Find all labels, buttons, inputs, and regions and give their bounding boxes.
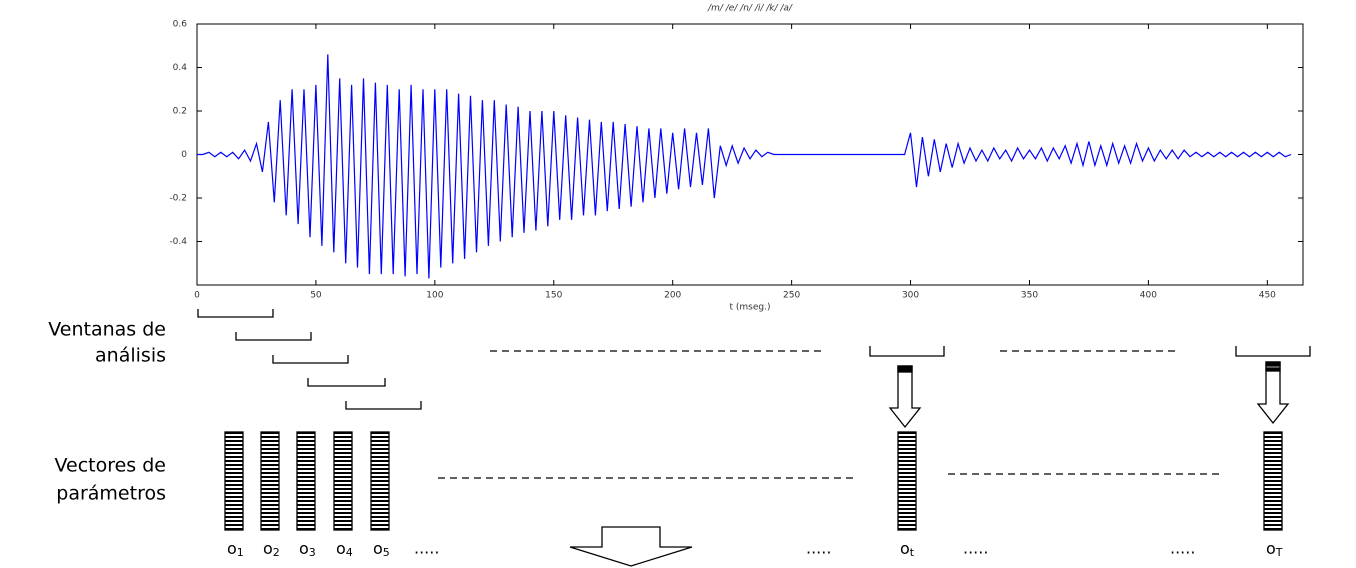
y-tick-label: 0	[181, 150, 187, 160]
symbol: o	[227, 539, 237, 558]
y-tick-label: 0.2	[173, 107, 187, 117]
x-axis-label: t (mseg.)	[730, 303, 771, 313]
x-tick-label: 450	[1259, 291, 1276, 301]
row-label: análisis	[95, 345, 166, 367]
row-label: parámetros	[56, 483, 166, 505]
arrows	[569, 361, 1290, 567]
y-tick-label: 0.6	[173, 20, 188, 30]
x-tick-label: 250	[783, 291, 800, 301]
parameter-vectors: o1 o2 o3 o4 o5 ot oT	[224, 431, 1283, 560]
vector	[333, 431, 353, 531]
vector	[296, 431, 316, 531]
x-tick-label: 350	[1021, 291, 1038, 301]
x-tick-label: 400	[1140, 291, 1157, 301]
vector-label: ot	[900, 539, 915, 560]
vector-label: o3	[299, 539, 316, 560]
x-tick-label: 0	[194, 291, 200, 301]
x-tick-label: 100	[426, 291, 443, 301]
vector-label: o5	[373, 539, 390, 560]
subscript: 5	[383, 546, 390, 559]
subscript: t	[910, 546, 915, 559]
y-tick-label: -0.2	[169, 194, 187, 204]
x-tick-label: 50	[310, 291, 322, 301]
y-tick-label: 0.4	[173, 63, 188, 73]
vector	[370, 431, 390, 531]
subscript: 3	[309, 546, 316, 559]
x-tick-label: 300	[902, 291, 919, 301]
vector	[1263, 431, 1283, 531]
subscript: 4	[346, 546, 353, 559]
y-tick-label: -0.4	[169, 237, 187, 247]
plot-frame	[196, 23, 1304, 286]
ellipsis: .....	[1170, 539, 1195, 558]
symbol: o	[900, 539, 910, 558]
row-label: Vectores de	[54, 455, 166, 477]
subscript: T	[1275, 546, 1283, 559]
subscript: 2	[273, 546, 280, 559]
vector-label: o4	[336, 539, 353, 560]
ellipsis: .....	[806, 539, 831, 558]
x-tick-label: 200	[664, 291, 681, 301]
window-brackets	[197, 309, 1311, 410]
symbol: o	[299, 539, 309, 558]
dashed-lines	[438, 350, 1222, 479]
ellipsis: .....	[414, 539, 439, 558]
vector-label: o2	[263, 539, 280, 560]
waveform	[197, 54, 1292, 279]
row-label: Ventanas de	[48, 319, 166, 341]
vector	[224, 431, 244, 531]
symbol: o	[263, 539, 273, 558]
vector-label: o1	[227, 539, 244, 560]
symbol: o	[373, 539, 383, 558]
vector-label: oT	[1266, 539, 1283, 560]
symbol: o	[336, 539, 346, 558]
x-tick-label: 150	[545, 291, 562, 301]
subscript: 1	[237, 546, 244, 559]
symbol: o	[1266, 539, 1276, 558]
vector	[260, 431, 280, 531]
ellipsis: .....	[963, 539, 988, 558]
chart-title: /m/ /e/ /n/ /i/ /k/ /a/	[707, 4, 793, 14]
vector	[897, 431, 917, 531]
